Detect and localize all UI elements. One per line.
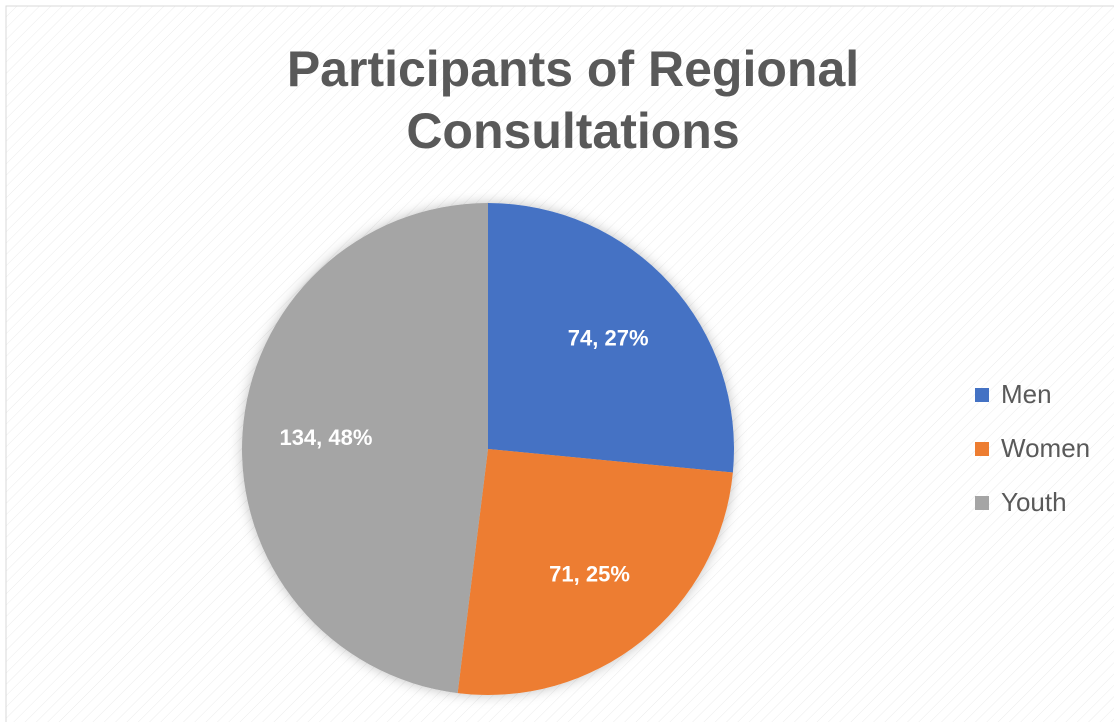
legend-label: Men [1001,379,1052,409]
data-label: 134, 48% [279,425,372,450]
legend-swatch [975,388,989,402]
chart-title: Participants of Regional Consultations [286,41,860,159]
data-label: 71, 25% [549,562,630,587]
legend-swatch [975,496,989,510]
legend-label: Youth [1001,487,1067,517]
legend-swatch [975,442,989,456]
pie [242,203,734,695]
legend-label: Women [1001,433,1090,463]
data-label: 74, 27% [568,326,649,351]
pie-slice [242,203,488,694]
pie-slice [457,449,733,695]
pie-slice [488,203,734,473]
